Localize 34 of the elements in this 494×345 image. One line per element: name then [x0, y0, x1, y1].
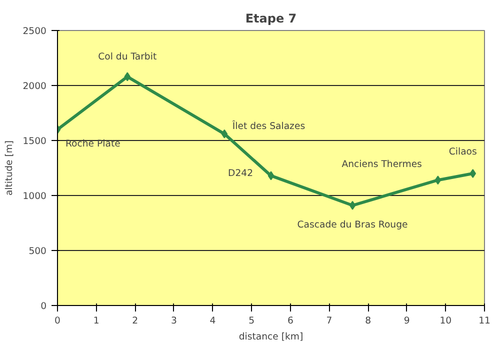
point [434, 176, 442, 185]
x-tick-label: 11 [478, 316, 490, 326]
point [221, 129, 228, 138]
x-tick-label: 7 [326, 316, 332, 326]
y-axis-title: altitude [m] [4, 140, 15, 196]
chart-title: Etape 7 [245, 12, 297, 26]
point [268, 171, 274, 180]
x-tick-label: 9 [404, 316, 410, 326]
point [124, 72, 131, 82]
point [349, 200, 356, 210]
x-tick-label: 8 [365, 316, 372, 326]
x-tick-label: 5 [248, 316, 255, 326]
x-tick-label: 6 [287, 316, 294, 326]
x-tick-label: 1 [93, 316, 100, 326]
x-tick-label: 3 [170, 316, 177, 326]
annotation: Anciens Thermes [342, 159, 422, 170]
y-tick-label: 2000 [22, 81, 47, 92]
y-tick-label: 0 [40, 301, 47, 312]
x-tick-label: 4 [210, 316, 216, 326]
annotation: Îlet des Salazes [232, 120, 306, 132]
annotation: Cilaos [448, 146, 477, 158]
annotation: D242 [228, 168, 254, 180]
y-tick-label: 2500 [22, 26, 47, 37]
x-tick-label: 2 [132, 316, 138, 326]
x-axis-title: distance [km] [238, 332, 304, 342]
y-tick-label: 1000 [22, 191, 47, 202]
x-tick-label: 10 [440, 316, 452, 326]
annotation: Col du Tarbit [98, 52, 157, 63]
point [470, 169, 476, 178]
annotation: Cascade du Bras Rouge [297, 219, 408, 230]
y-tick-label: 1500 [22, 136, 47, 147]
y-tick-label: 500 [28, 246, 47, 257]
x-tick-label: 0 [54, 316, 61, 326]
annotation: Roche Plate [66, 138, 121, 150]
